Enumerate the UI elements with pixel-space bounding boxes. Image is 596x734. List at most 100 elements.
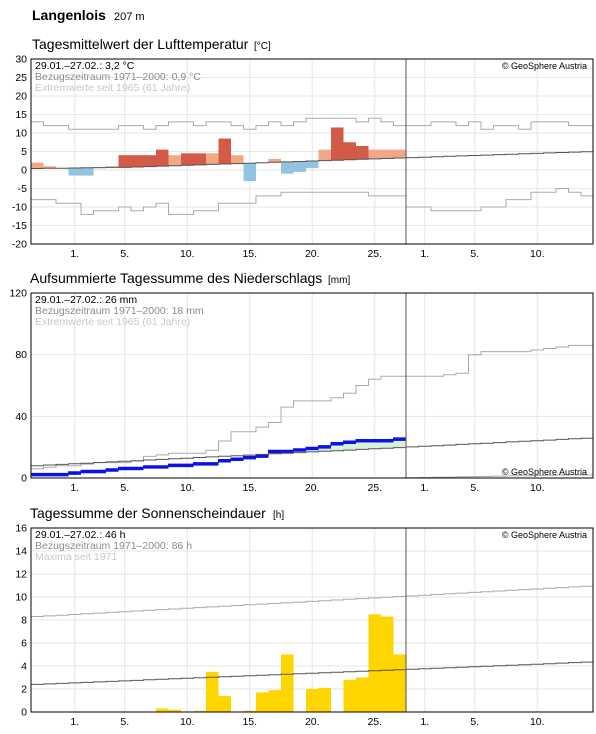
- x-tick-label: 5.: [120, 716, 129, 728]
- x-tick-label: 10.: [180, 482, 195, 494]
- sunshine-bar: [268, 690, 281, 712]
- precipitation-panel: 0 40 80 120 1. 5. 10. 15. 20. 25. 1. 5. 10.: [9, 288, 594, 494]
- precipitation-bar: [381, 439, 394, 443]
- temperature-title: Tagesmittelwert der Lufttemperatur: [32, 36, 249, 52]
- y-tick-label: -10: [12, 202, 27, 214]
- sunshine-bar: [168, 709, 181, 712]
- temperature-bar: [368, 149, 381, 159]
- x-tick-label: 15.: [242, 248, 257, 260]
- precipitation-bar: [356, 439, 369, 443]
- temperature-bar: [156, 149, 169, 167]
- extreme-max-line: [31, 344, 594, 470]
- sunshine-bar: [368, 614, 381, 712]
- temperature-bar: [356, 145, 369, 160]
- temperature-legend-extremes: Extremwerte seit 1965 (61 Jahre): [35, 82, 190, 94]
- station-name: Langenlois: [32, 7, 106, 23]
- x-tick-label: 1.: [420, 716, 429, 728]
- precipitation-surplus-area: [306, 450, 319, 452]
- temperature-bar: [393, 149, 406, 159]
- sunshine-bar: [243, 710, 256, 712]
- x-tick-label: 1.: [420, 248, 429, 260]
- y-tick-label: 80: [15, 349, 27, 361]
- y-tick-label: 6: [21, 638, 27, 650]
- precipitation-bar: [143, 465, 156, 469]
- plot-frame: [30, 58, 594, 245]
- sunshine-panel: 0 2 4 6 8 10 12 14 16 1. 5. 10. 15. 20. 25. 1. 5. 10.: [15, 523, 594, 728]
- plot-frame: [30, 292, 594, 479]
- precipitation-bar: [243, 456, 256, 460]
- maxima-line: [31, 585, 594, 617]
- temperature-bar: [243, 163, 256, 182]
- x-tick-label: 10.: [530, 482, 545, 494]
- precipitation-bar: [256, 454, 269, 458]
- temperature-bar: [43, 166, 56, 169]
- sunshine-copyright: © GeoSphere Austria: [502, 530, 587, 540]
- temperature-bar: [181, 153, 194, 166]
- sunshine-legend-reference: Bezugszeitraum 1971–2000: 86 h: [35, 540, 192, 552]
- temperature-bar: [81, 167, 94, 176]
- precipitation-bar: [343, 441, 356, 444]
- precipitation-bar: [68, 471, 81, 475]
- x-tick-label: 20.: [305, 248, 320, 260]
- temperature-bar: [306, 161, 319, 169]
- temperature-unit: [°C]: [254, 41, 271, 52]
- x-tick-label: 10.: [180, 716, 195, 728]
- y-tick-label: -15: [12, 220, 27, 232]
- y-tick-label: 20: [15, 91, 27, 103]
- temperature-copyright: © GeoSphere Austria: [502, 61, 587, 71]
- sunshine-bar: [256, 692, 269, 712]
- precipitation-bar: [318, 445, 331, 449]
- sunshine-bar: [318, 687, 331, 712]
- precipitation-surplus-area: [318, 448, 331, 452]
- x-tick-label: 5.: [470, 248, 479, 260]
- x-tick-label: 10.: [530, 716, 545, 728]
- temperature-bar: [106, 166, 119, 168]
- temperature-bar: [381, 149, 394, 159]
- precipitation-bar: [331, 442, 344, 446]
- precipitation-cumulative-line: [31, 437, 406, 474]
- temperature-bar: [206, 153, 219, 165]
- x-tick-label: 25.: [367, 716, 382, 728]
- y-tick-label: 0: [21, 165, 27, 177]
- y-tick-label: 120: [9, 288, 27, 300]
- y-tick-label: 4: [21, 661, 27, 673]
- y-tick-label: 0: [21, 473, 27, 485]
- station-elevation: 207 m: [114, 11, 145, 23]
- y-tick-label: 14: [15, 546, 27, 558]
- y-tick-label: 10: [15, 128, 27, 140]
- temperature-bar: [268, 158, 281, 163]
- x-tick-label: 1.: [420, 482, 429, 494]
- y-tick-label: 25: [15, 72, 27, 84]
- precipitation-bar: [231, 457, 244, 461]
- x-tick-label: 15.: [242, 716, 257, 728]
- precipitation-bar: [131, 467, 144, 471]
- x-tick-label: 25.: [367, 482, 382, 494]
- sunshine-bar: [193, 710, 206, 712]
- y-tick-label: 0: [21, 707, 27, 719]
- reference-mean-line: [31, 437, 594, 467]
- y-tick-label: 2: [21, 684, 27, 696]
- y-tick-label: 12: [15, 569, 27, 581]
- x-tick-label: 1.: [70, 248, 79, 260]
- precipitation-surplus-area: [381, 442, 394, 449]
- sunshine-unit: [h]: [273, 510, 284, 521]
- x-tick-label: 10.: [530, 248, 545, 260]
- precipitation-bar: [168, 464, 181, 468]
- temperature-bar: [318, 149, 331, 161]
- extreme-min-line: [31, 188, 594, 215]
- temperature-bar: [193, 153, 206, 165]
- y-tick-label: 5: [21, 146, 27, 158]
- precipitation-bar: [293, 448, 306, 452]
- sunshine-title: Tagessumme der Sonnenscheindauer: [30, 505, 266, 521]
- precipitation-legend-period: 29.01.–27.02.: 26 mm: [35, 294, 137, 306]
- temperature-bar: [231, 155, 244, 164]
- plot-frame: [30, 527, 594, 713]
- precipitation-bar: [368, 439, 381, 443]
- sunshine-bar: [393, 654, 406, 712]
- temperature-bar: [131, 155, 144, 167]
- temperature-legend-period: 29.01.–27.02.: 3,2 °C: [35, 60, 135, 72]
- reference-mean-line: [31, 151, 594, 169]
- x-tick-label: 20.: [305, 482, 320, 494]
- precipitation-bar: [181, 464, 194, 468]
